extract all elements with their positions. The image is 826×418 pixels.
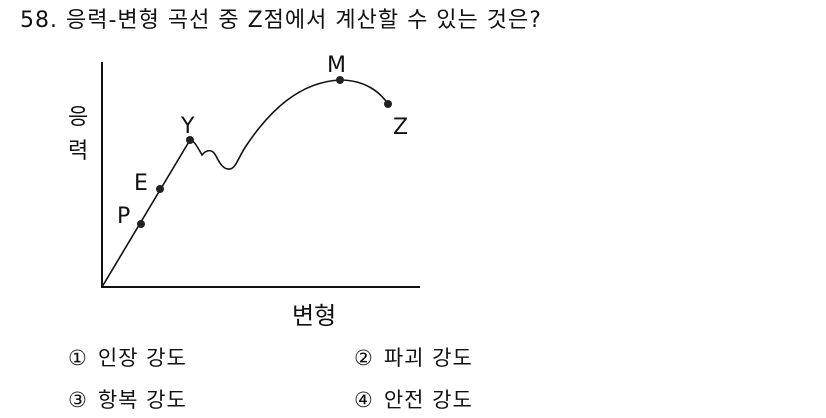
choice-3-number: ③: [68, 388, 88, 412]
choice-2-label: 파괴 강도: [383, 346, 473, 370]
point-m-dot: [336, 76, 344, 84]
y-axis-label-2: 력: [68, 139, 88, 164]
point-y-label: Y: [180, 114, 195, 139]
point-p-dot: [137, 220, 145, 228]
point-y-dot: [186, 136, 194, 144]
point-p-label: P: [117, 204, 130, 229]
choice-2-number: ②: [354, 346, 374, 370]
x-axis-label: 변형: [292, 302, 336, 330]
choice-3-label: 항복 강도: [97, 388, 187, 412]
choice-4[interactable]: ④ 안전 강도: [354, 386, 473, 414]
choice-2[interactable]: ② 파괴 강도: [354, 344, 473, 372]
choice-4-number: ④: [354, 388, 374, 412]
choice-1-number: ①: [68, 346, 88, 370]
point-z-dot: [384, 100, 392, 108]
choice-1-label: 인장 강도: [97, 346, 187, 370]
question-text: 58. 응력-변형 곡선 중 Z점에서 계산할 수 있는 것은?: [20, 8, 542, 33]
choice-1[interactable]: ① 인장 강도: [68, 344, 187, 372]
point-m-label: M: [327, 53, 346, 78]
point-e-dot: [156, 185, 164, 193]
choice-4-label: 안전 강도: [383, 388, 473, 412]
point-z-label: Z: [393, 115, 408, 140]
point-e-label: E: [134, 171, 148, 196]
choice-3[interactable]: ③ 항복 강도: [68, 386, 187, 414]
y-axis-label-1: 응: [68, 105, 88, 130]
